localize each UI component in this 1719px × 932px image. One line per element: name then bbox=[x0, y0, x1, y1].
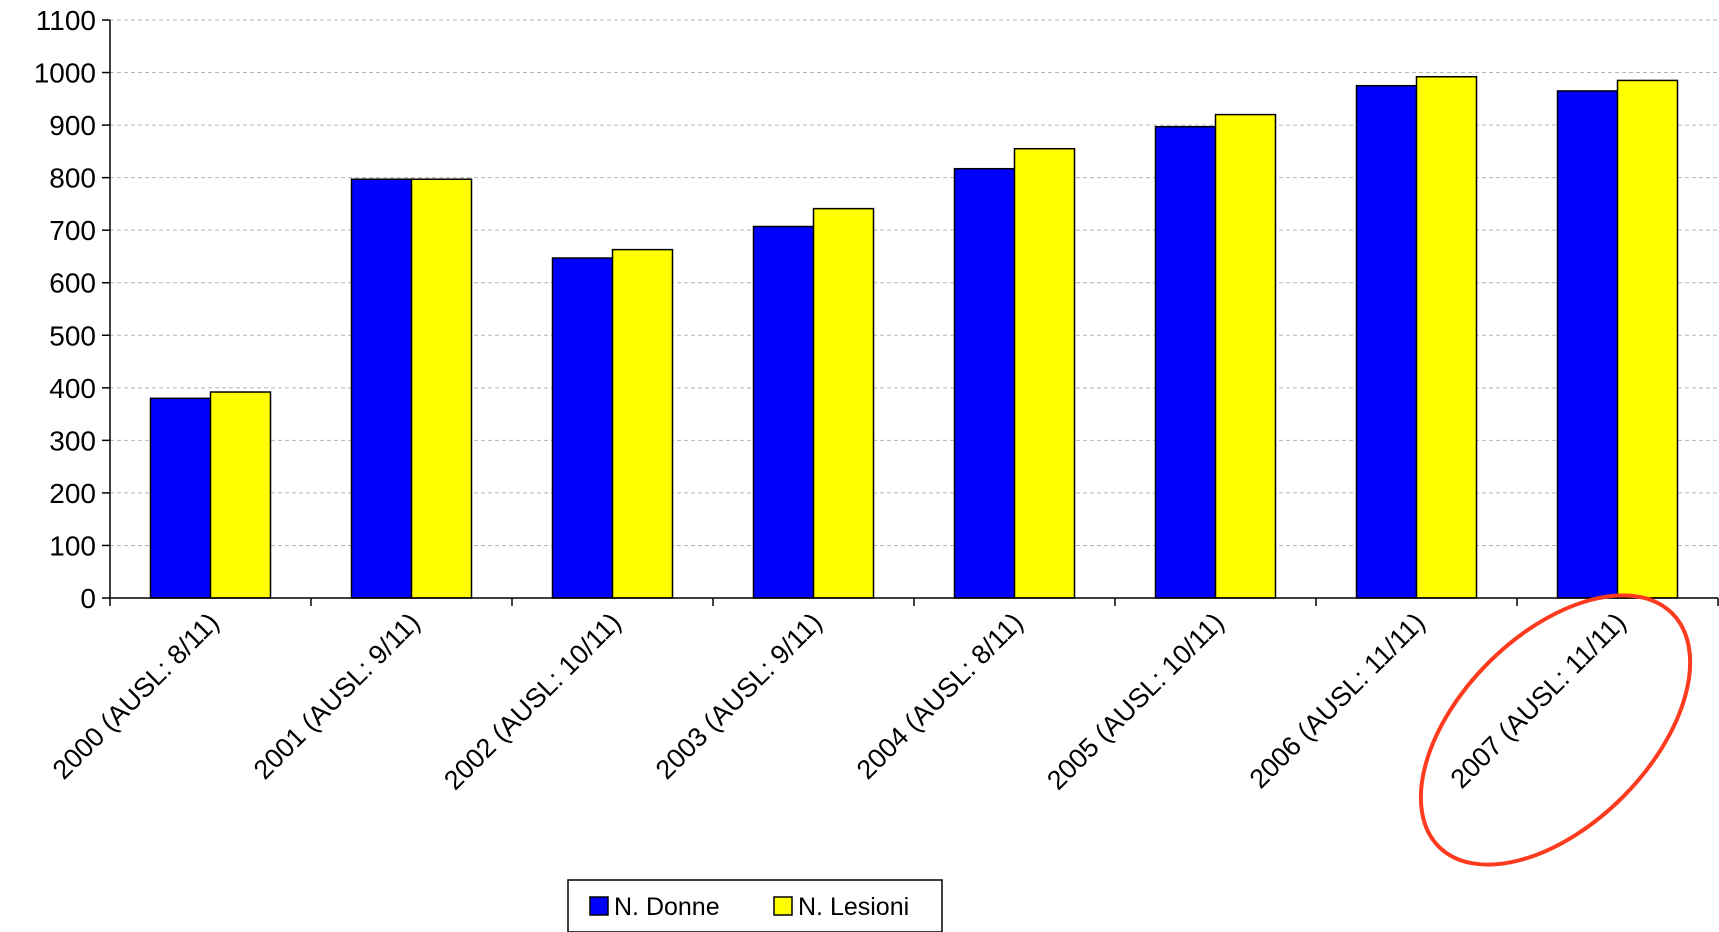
x-tick-label: 2004 (AUSL: 8/11) bbox=[851, 607, 1029, 785]
bar-n-lesioni bbox=[611, 248, 674, 599]
legend: N. Donne N. Lesioni bbox=[567, 879, 943, 932]
bar-n-donne bbox=[1556, 90, 1619, 599]
y-tick-label: 200 bbox=[49, 478, 96, 509]
y-tick-label: 1100 bbox=[36, 5, 96, 36]
y-tick-label: 100 bbox=[49, 530, 96, 561]
bar-n-donne bbox=[551, 257, 614, 599]
legend-swatch-n-lesioni bbox=[773, 896, 793, 916]
y-tick-label: 1000 bbox=[34, 58, 96, 89]
bar-n-lesioni bbox=[410, 178, 473, 599]
bar-n-donne bbox=[1154, 125, 1217, 599]
bar-n-lesioni bbox=[209, 391, 272, 599]
axes bbox=[102, 19, 1719, 606]
x-tick-label: 2000 (AUSL: 8/11) bbox=[47, 607, 225, 785]
legend-swatch-n-donne bbox=[589, 896, 609, 916]
x-tick-label: 2003 (AUSL: 9/11) bbox=[650, 607, 828, 785]
y-tick-label: 600 bbox=[49, 268, 96, 299]
legend-label-n-lesioni: N. Lesioni bbox=[798, 893, 909, 921]
y-tick-label: 300 bbox=[49, 425, 96, 456]
x-tick-label: 2006 (AUSL: 11/11) bbox=[1244, 607, 1431, 794]
bar-n-lesioni bbox=[1616, 79, 1679, 599]
highlight-annotation bbox=[1418, 593, 1693, 867]
y-tick-label: 900 bbox=[49, 110, 96, 141]
bar-n-lesioni bbox=[1415, 75, 1478, 599]
bar-n-donne bbox=[350, 178, 413, 599]
legend-label-n-donne: N. Donne bbox=[614, 893, 720, 921]
x-tick-label: 2001 (AUSL: 9/11) bbox=[248, 607, 426, 785]
bar-n-donne bbox=[752, 225, 815, 599]
x-tick-label: 2007 (AUSL: 11/11) bbox=[1445, 607, 1632, 794]
bar-n-donne bbox=[1355, 84, 1418, 599]
bars bbox=[149, 75, 1679, 599]
x-tick-label: 2005 (AUSL: 10/11) bbox=[1041, 607, 1230, 796]
bar-n-donne bbox=[953, 167, 1016, 599]
bar-n-lesioni bbox=[1214, 113, 1277, 599]
bar-n-donne bbox=[149, 397, 212, 599]
y-tick-label: 0 bbox=[80, 583, 96, 614]
x-tick-label: 2002 (AUSL: 10/11) bbox=[438, 607, 627, 796]
y-tick-label: 400 bbox=[49, 373, 96, 404]
y-tick-labels: 0 100 200 300 400 500 600 700 800 900 1000 1100 bbox=[34, 5, 96, 614]
legend-box bbox=[567, 879, 943, 932]
y-tick-label: 700 bbox=[49, 215, 96, 246]
bar-n-lesioni bbox=[1013, 147, 1076, 599]
highlight-ellipse bbox=[1418, 593, 1693, 867]
bar-n-lesioni bbox=[812, 207, 875, 599]
y-tick-label: 800 bbox=[49, 163, 96, 194]
x-tick-labels: 2000 (AUSL: 8/11) 2001 (AUSL: 9/11) 2002 (… bbox=[47, 607, 1632, 796]
y-tick-label: 500 bbox=[49, 320, 96, 351]
